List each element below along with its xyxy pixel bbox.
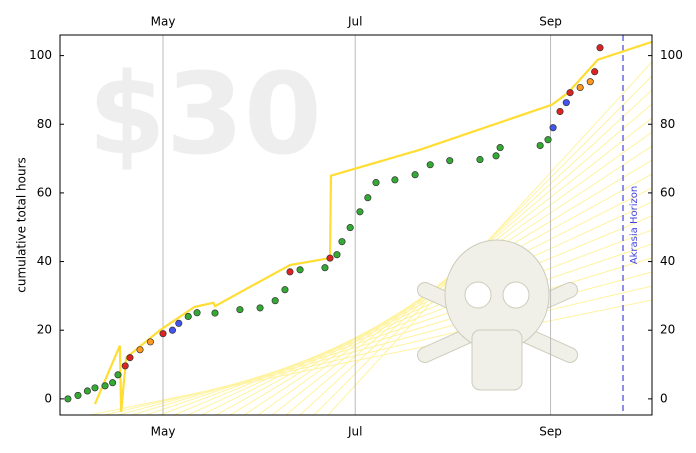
datapoint bbox=[566, 89, 574, 97]
datapoint bbox=[544, 136, 552, 144]
datapoint bbox=[74, 391, 82, 399]
datapoint bbox=[193, 309, 201, 317]
x-tick-label: Sep bbox=[539, 425, 562, 439]
y-tick-label: 20 bbox=[37, 323, 52, 337]
datapoint bbox=[426, 161, 434, 169]
horizon-label: Akrasia Horizon bbox=[629, 186, 640, 264]
y-tick-label: 40 bbox=[660, 254, 675, 268]
datapoint bbox=[356, 208, 364, 216]
x-tick-label: Jul bbox=[347, 425, 362, 439]
datapoint bbox=[496, 144, 504, 152]
datapoint bbox=[296, 266, 304, 274]
x-tick-label: May bbox=[151, 15, 176, 29]
x-tick-label: Sep bbox=[539, 15, 562, 29]
plot-frame bbox=[59, 34, 653, 416]
datapoint bbox=[536, 141, 544, 150]
datapoint bbox=[549, 124, 557, 132]
datapoint bbox=[175, 319, 183, 327]
y-axis-label: cumulative total hours bbox=[15, 157, 29, 293]
datapoint bbox=[556, 107, 564, 116]
datapoint bbox=[364, 194, 372, 202]
x-tick-label: May bbox=[151, 425, 176, 439]
datapoint bbox=[101, 382, 109, 390]
y-tick-label: 80 bbox=[37, 117, 52, 131]
datapoint bbox=[596, 44, 604, 52]
skull bbox=[417, 239, 578, 391]
datapoint bbox=[321, 264, 329, 272]
datapoint bbox=[136, 346, 144, 354]
datapoint bbox=[446, 157, 454, 165]
y-tick-label: 60 bbox=[660, 185, 675, 199]
datapoint bbox=[121, 362, 129, 370]
datapoint bbox=[114, 371, 122, 379]
datapoint bbox=[333, 251, 341, 259]
datapoint bbox=[64, 395, 72, 403]
y-tick-label: 100 bbox=[660, 48, 683, 62]
y-tick-label: 80 bbox=[660, 117, 675, 131]
datapoint bbox=[346, 224, 354, 232]
datapoint bbox=[168, 326, 177, 334]
y-tick-label: 20 bbox=[660, 323, 675, 337]
datapoint bbox=[126, 354, 134, 362]
watermark: $30 bbox=[88, 50, 322, 180]
datapoint bbox=[286, 268, 294, 276]
datapoint bbox=[109, 379, 117, 387]
datapoint bbox=[391, 176, 399, 184]
datapoint bbox=[236, 306, 244, 314]
datapoint bbox=[326, 254, 334, 262]
datapoint bbox=[338, 238, 346, 246]
datapoint bbox=[591, 68, 599, 76]
y-tick-label: 40 bbox=[37, 254, 52, 268]
datapoint bbox=[586, 78, 594, 86]
datapoint bbox=[83, 387, 91, 395]
datapoint bbox=[492, 152, 500, 160]
datapoint bbox=[476, 156, 484, 164]
y-tick-label: 100 bbox=[29, 48, 52, 62]
datapoint bbox=[411, 171, 419, 179]
datapoint bbox=[281, 286, 289, 294]
datapoint bbox=[271, 297, 279, 305]
datapoint bbox=[372, 179, 380, 187]
x-tick-label: Jul bbox=[347, 15, 362, 29]
datapoint bbox=[576, 83, 584, 92]
datapoint bbox=[184, 312, 192, 321]
datapoint bbox=[256, 304, 264, 312]
y-tick-label: 0 bbox=[44, 391, 52, 405]
road-shade-line bbox=[327, 61, 652, 415]
road-line bbox=[93, 40, 652, 413]
datapoint bbox=[146, 338, 154, 346]
datapoint bbox=[211, 309, 219, 317]
y-tick-label: 0 bbox=[660, 391, 668, 405]
datapoint bbox=[159, 330, 167, 338]
datapoint bbox=[562, 99, 570, 107]
datapoint bbox=[91, 384, 99, 392]
y-tick-label: 60 bbox=[37, 185, 52, 199]
